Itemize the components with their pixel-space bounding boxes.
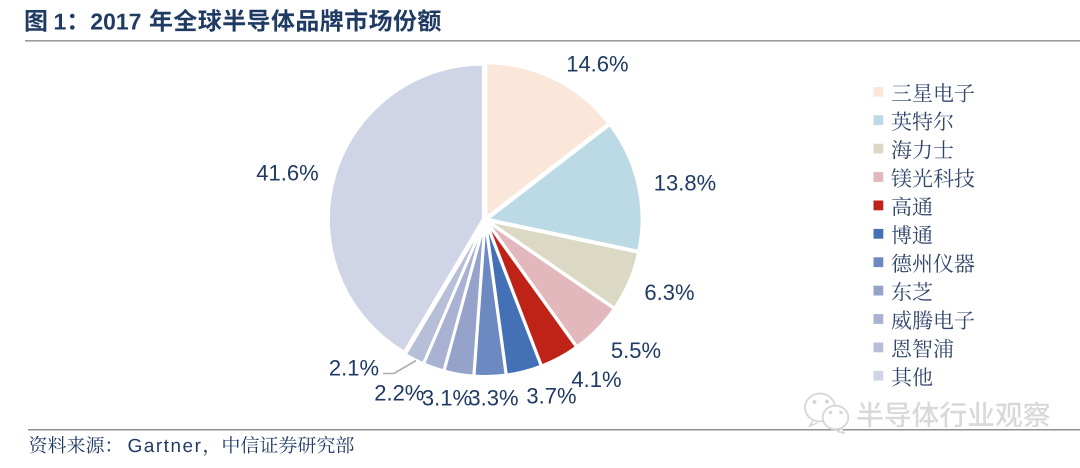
svg-text:5.5%: 5.5% xyxy=(611,338,661,363)
svg-text:6.3%: 6.3% xyxy=(644,280,694,305)
svg-text:2.1%: 2.1% xyxy=(329,356,379,381)
svg-text:14.6%: 14.6% xyxy=(566,52,628,77)
svg-text:2.2%: 2.2% xyxy=(374,381,424,406)
svg-text:4.1%: 4.1% xyxy=(571,367,621,392)
svg-text:41.6%: 41.6% xyxy=(256,161,318,186)
svg-text:3.1%: 3.1% xyxy=(422,386,472,411)
svg-text:3.7%: 3.7% xyxy=(526,384,576,409)
svg-text:13.8%: 13.8% xyxy=(654,171,716,196)
svg-text:3.3%: 3.3% xyxy=(468,386,518,411)
